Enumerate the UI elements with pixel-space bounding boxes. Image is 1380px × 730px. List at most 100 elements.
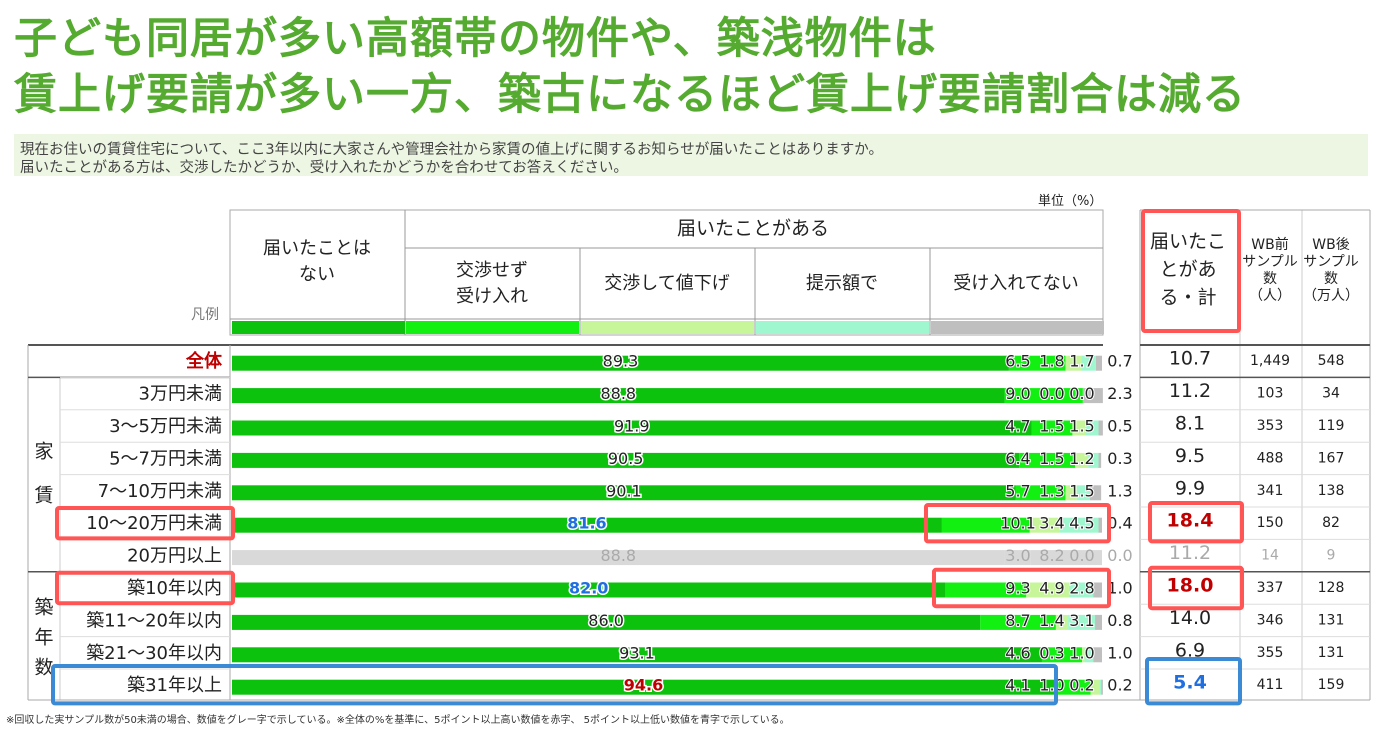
highlight-box-total-10yr [1148, 565, 1244, 611]
bar-segment-1 [1041, 647, 1082, 663]
legend-swatch-0 [232, 321, 405, 334]
bar-segment-0 [232, 452, 1020, 468]
total-received-value: 10.7 [1169, 348, 1211, 370]
wb-after-value: 159 [1318, 677, 1345, 693]
legend-label: 凡例 [191, 307, 219, 323]
segment-label-2: 4.9 [1039, 579, 1064, 598]
total-received-value: 9.9 [1175, 477, 1205, 499]
segment-label-4: 1.0 [1107, 643, 1132, 662]
wb-before-value: 341 [1257, 483, 1284, 499]
segment-label-0: 88.8 [600, 546, 636, 565]
bar-segment-0 [232, 388, 1005, 404]
group-label-age: 数 [34, 657, 53, 679]
segment-label-0: 88.8 [600, 384, 636, 403]
bar-segment-4 [1098, 420, 1103, 436]
bar-segment-1 [1008, 355, 1066, 371]
category-label: 3万円未満 [139, 384, 222, 405]
header-total: 届いたこ [1150, 231, 1226, 253]
bar-segment-2 [1029, 517, 1060, 533]
segment-label-3: 0.0 [1069, 546, 1094, 565]
bar-segment-0 [232, 582, 946, 598]
segment-label-0: 81.6 [567, 514, 606, 533]
bar-segment-4 [1095, 614, 1102, 630]
bar-segment-3 [1099, 679, 1102, 695]
segment-label-4: 1.3 [1107, 481, 1132, 500]
bar-segment-0 [232, 647, 1042, 663]
header-wb-after: サンプル [1303, 254, 1359, 270]
header-total: る・計 [1159, 287, 1216, 309]
segment-label-4: 0.0 [1107, 546, 1132, 565]
header-wb-before: サンプル [1242, 254, 1298, 270]
segment-label-1: 6.4 [1005, 449, 1030, 468]
segment-label-2: 1.5 [1039, 449, 1064, 468]
total-received-value: 11.2 [1169, 380, 1211, 402]
segment-label-1: 4.6 [1005, 643, 1030, 662]
highlight-box-bars-10-20 [924, 503, 1111, 544]
bar-segment-0 [232, 517, 942, 533]
bar-segment-2 [1055, 614, 1069, 630]
segment-label-0: 93.1 [619, 643, 655, 662]
segment-label-4: 2.3 [1107, 384, 1132, 403]
segment-label-0: 86.0 [588, 611, 624, 630]
wb-after-value: 167 [1318, 450, 1345, 466]
bar-segment-0 [232, 679, 1056, 695]
total-received-value: 11.2 [1169, 542, 1211, 564]
segment-label-1: 9.3 [1005, 579, 1030, 598]
header-wb-after: （万人） [1303, 288, 1359, 304]
header-sub-1: 交渉して値下げ [604, 273, 729, 294]
total-received-value: 9.5 [1175, 445, 1205, 467]
header-received: 届いたことがある [677, 218, 829, 240]
wb-after-value: 82 [1322, 515, 1340, 531]
group-label-age: 築 [34, 597, 53, 619]
group-label-age: 年 [34, 627, 53, 649]
bar-segment-4 [1098, 452, 1102, 468]
segment-label-4: 1.0 [1107, 579, 1132, 598]
category-label: 築21～30年以内 [86, 643, 222, 664]
highlight-box-row-10yr [55, 570, 235, 606]
wb-before-value: 346 [1257, 612, 1284, 628]
segment-label-0: 89.3 [603, 352, 639, 371]
total-received-value: 18.0 [1167, 575, 1214, 597]
segment-label-4: 0.4 [1107, 514, 1132, 533]
total-received-value: 18.4 [1167, 510, 1214, 532]
bar-segment-4 [1082, 388, 1103, 404]
bar-segment-1 [1019, 452, 1076, 468]
group-label-rent: 賃 [34, 485, 53, 507]
bar-segment-3 [1081, 355, 1096, 371]
segment-label-2: 1.5 [1039, 417, 1064, 436]
bar-segment-3 [1076, 485, 1090, 501]
segment-label-2: 1.4 [1039, 611, 1064, 630]
header-sub-0: 交渉せず [456, 260, 528, 281]
segment-label-3: 1.5 [1069, 481, 1094, 500]
segment-label-4: 0.3 [1107, 449, 1132, 468]
highlight-box-total-10-20 [1148, 501, 1244, 544]
bar-segment-4 [1098, 517, 1102, 533]
segment-label-1: 5.7 [1005, 481, 1030, 500]
bar-segment-4 [1089, 485, 1102, 501]
wb-after-value: 548 [1318, 353, 1345, 369]
bar-segment-3 [1059, 517, 1099, 533]
header-wb-before: WB前 [1251, 236, 1288, 253]
total-received-value: 5.4 [1173, 672, 1207, 694]
wb-before-value: 150 [1257, 515, 1284, 531]
wb-before-value: 103 [1257, 386, 1284, 402]
wb-before-value: 1,449 [1250, 353, 1290, 369]
wb-after-value: 119 [1318, 418, 1345, 434]
bar-segment-2 [1030, 550, 1102, 566]
segment-label-3: 4.5 [1069, 514, 1094, 533]
segment-label-1: 10.1 [1000, 514, 1036, 533]
segment-label-2: 1.8 [1039, 352, 1064, 371]
bar-segment-3 [1084, 647, 1094, 663]
segment-label-2: 1.0 [1039, 676, 1064, 695]
segment-label-0: 90.5 [608, 449, 644, 468]
segment-label-0: 90.1 [606, 481, 642, 500]
question-line2: 届いたことがある方は、交渉したかどうか、受け入れたかどうかを合わせてお答えくださ… [20, 160, 628, 176]
bar-segment-0 [232, 355, 1009, 371]
bar-segment-3 [1085, 420, 1099, 436]
bar-segment-1 [941, 517, 1030, 533]
segment-label-1: 4.1 [1005, 676, 1030, 695]
bar-segment-2 [1081, 647, 1085, 663]
segment-label-4: 0.5 [1107, 417, 1132, 436]
segment-label-1: 6.5 [1005, 352, 1030, 371]
